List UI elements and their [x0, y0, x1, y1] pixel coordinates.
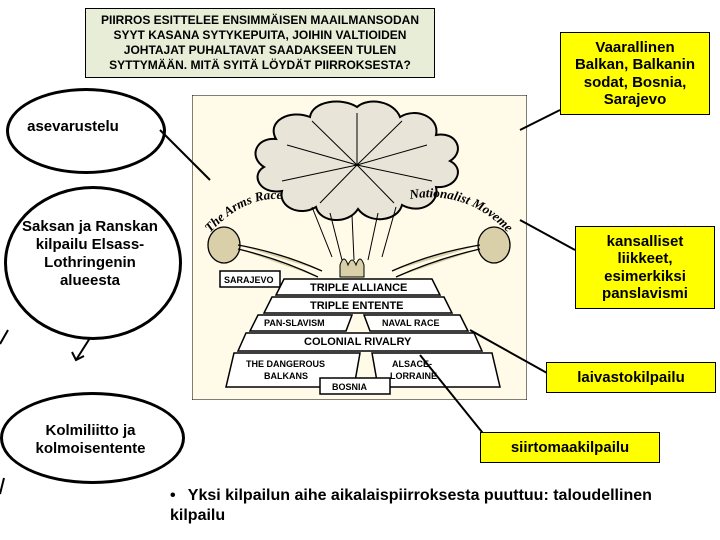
bullet-area: • Yksi kilpailun aihe aikalaispiirrokses… [170, 486, 670, 526]
cartoon-label-bosnia: BOSNIA [332, 382, 368, 392]
annotation-elsass: Saksan ja Ranskan kilpailu Elsass-Lothri… [15, 218, 165, 290]
annotation-elsass-text: Saksan ja Ranskan kilpailu Elsass-Lothri… [22, 218, 158, 289]
callout-naval: laivastokilpailu [546, 362, 716, 393]
callout-colonial-text: siirtomaakilpailu [511, 439, 629, 456]
cartoon-label-alsace-1: ALSACE- [392, 359, 432, 369]
cartoon-label-triple-entente: TRIPLE ENTENTE [310, 300, 404, 312]
cartoon-label-dangerous-balkans-2: BALKANS [264, 371, 308, 381]
cartoon-label-dangerous-balkans-1: THE DANGEROUS [246, 359, 325, 369]
annotation-arms: asevarustelu [8, 118, 138, 136]
callout-nationalism: kansalliset liikkeet, esimerkiksi pansla… [575, 226, 715, 309]
bullet-dot: • [170, 486, 176, 506]
cartoon-label-sarajevo: SARAJEVO [224, 275, 274, 285]
callout-colonial: siirtomaakilpailu [480, 432, 660, 463]
central-cartoon: The Arms Race Nationalist Movements SARA… [192, 95, 527, 400]
annotation-alliance: Kolmiliitto ja kolmoisentente [8, 422, 173, 458]
header-text: PIIRROS ESITTELEE ENSIMMÄISEN MAAILMANSO… [101, 13, 419, 72]
cartoon-label-triple-alliance: TRIPLE ALLIANCE [310, 282, 407, 294]
callout-balkan-text: Vaarallinen Balkan, Balkanin sodat, Bosn… [575, 39, 695, 108]
cartoon-label-alsace-2: LORRAINE [390, 371, 437, 381]
callout-balkan: Vaarallinen Balkan, Balkanin sodat, Bosn… [560, 32, 710, 115]
annotation-alliance-text: Kolmiliitto ja kolmoisentente [35, 422, 145, 457]
cartoon-label-naval-race: NAVAL RACE [382, 318, 440, 328]
bullet-text: Yksi kilpailun aihe aikalaispiirroksesta… [170, 487, 652, 524]
annotation-arms-text: asevarustelu [27, 118, 119, 135]
cartoon-label-colonial: COLONIAL RIVALRY [304, 336, 412, 348]
callout-nationalism-text: kansalliset liikkeet, esimerkiksi pansla… [602, 233, 688, 302]
cartoon-label-pan-slavism: PAN-SLAVISM [264, 318, 325, 328]
callout-naval-text: laivastokilpailu [577, 369, 685, 386]
header-box: PIIRROS ESITTELEE ENSIMMÄISEN MAAILMANSO… [85, 8, 435, 78]
